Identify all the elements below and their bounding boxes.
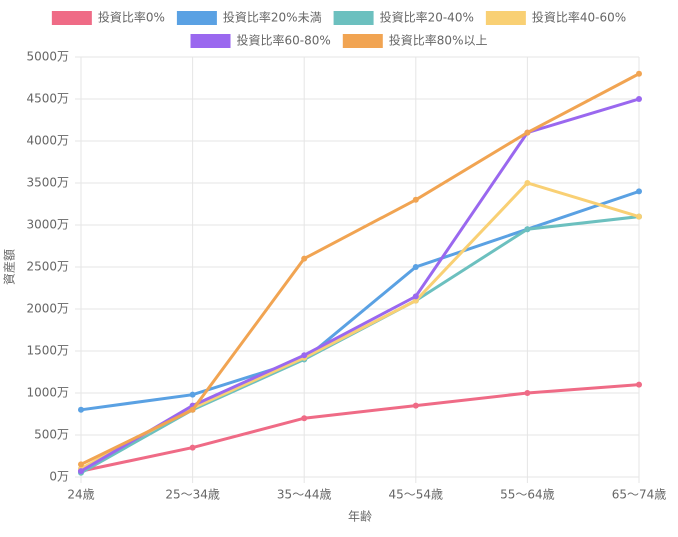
y-tick-label: 5000万 xyxy=(26,50,69,64)
point xyxy=(636,188,642,195)
line xyxy=(80,97,640,473)
point xyxy=(301,352,308,359)
point xyxy=(636,381,642,388)
legend-swatch xyxy=(190,34,231,48)
point xyxy=(189,444,196,451)
y-tick-label: 4500万 xyxy=(26,92,69,106)
legend-swatch xyxy=(176,11,217,25)
legend-label: 投資比率80%以上 xyxy=(389,33,488,48)
legend-label: 投資比率20-40% xyxy=(380,10,474,25)
point xyxy=(301,415,308,422)
point xyxy=(78,461,84,468)
legend-item: 投資比率0% xyxy=(51,10,165,25)
point xyxy=(301,255,308,262)
point xyxy=(636,96,642,102)
point xyxy=(524,390,531,396)
x-axis-title: 年齢 xyxy=(348,509,372,524)
point xyxy=(636,213,642,220)
x-tick-label: 65〜74歳 xyxy=(612,488,667,502)
legend-item: 投資比率20-40% xyxy=(333,10,474,25)
point xyxy=(78,406,84,413)
point xyxy=(412,297,419,304)
y-tick-label: 3500万 xyxy=(26,176,69,190)
point xyxy=(78,468,84,475)
legend-label: 投資比率20%未満 xyxy=(223,10,322,25)
line xyxy=(80,189,640,412)
legend-swatch xyxy=(485,11,526,25)
legend-item: 投資比率40-60% xyxy=(485,10,626,25)
line xyxy=(80,215,640,475)
line xyxy=(80,383,640,473)
y-tick-label: 1500万 xyxy=(26,344,69,358)
point xyxy=(412,264,419,270)
x-tick-label: 25〜34歳 xyxy=(165,488,220,502)
point xyxy=(412,293,419,300)
y-tick-label: 4000万 xyxy=(26,134,69,148)
y-tick-label: 0万 xyxy=(49,470,69,484)
y-tick-label: 1000万 xyxy=(26,386,69,400)
x-tick-label: 24歳 xyxy=(67,488,94,502)
point xyxy=(189,406,196,413)
x-tick-label: 35〜44歳 xyxy=(277,488,332,502)
point xyxy=(524,180,531,186)
x-tick-label: 45〜54歳 xyxy=(389,488,444,502)
y-axis-title: 資産額 xyxy=(2,249,17,285)
y-tick-label: 3000万 xyxy=(26,218,69,232)
legend-item: 投資比率20%未満 xyxy=(176,10,322,25)
legend-row: 投資比率60-80% 投資比率80%以上 xyxy=(190,33,488,48)
y-tick-label: 500万 xyxy=(34,428,69,442)
legend-label: 投資比率60-80% xyxy=(237,33,331,48)
legend-label: 投資比率0% xyxy=(98,10,165,25)
legend-swatch xyxy=(342,34,383,48)
y-tick-label: 2500万 xyxy=(26,260,69,274)
point xyxy=(189,391,196,398)
y-tick-label: 2000万 xyxy=(26,302,69,316)
legend-row: 投資比率0% 投資比率20%未満 投資比率20-40% 投資比率40-60% xyxy=(51,10,626,25)
legend-item: 投資比率60-80% xyxy=(190,33,331,48)
legend-swatch xyxy=(333,11,374,25)
point xyxy=(524,129,531,136)
point xyxy=(524,226,531,233)
point xyxy=(412,196,419,203)
legend-label: 投資比率40-60% xyxy=(532,10,626,25)
legend-swatch xyxy=(51,11,92,25)
legend-item: 投資比率80%以上 xyxy=(342,33,488,48)
point xyxy=(412,402,419,409)
line xyxy=(80,72,640,466)
x-tick-label: 55〜64歳 xyxy=(500,488,555,502)
point xyxy=(636,70,642,77)
